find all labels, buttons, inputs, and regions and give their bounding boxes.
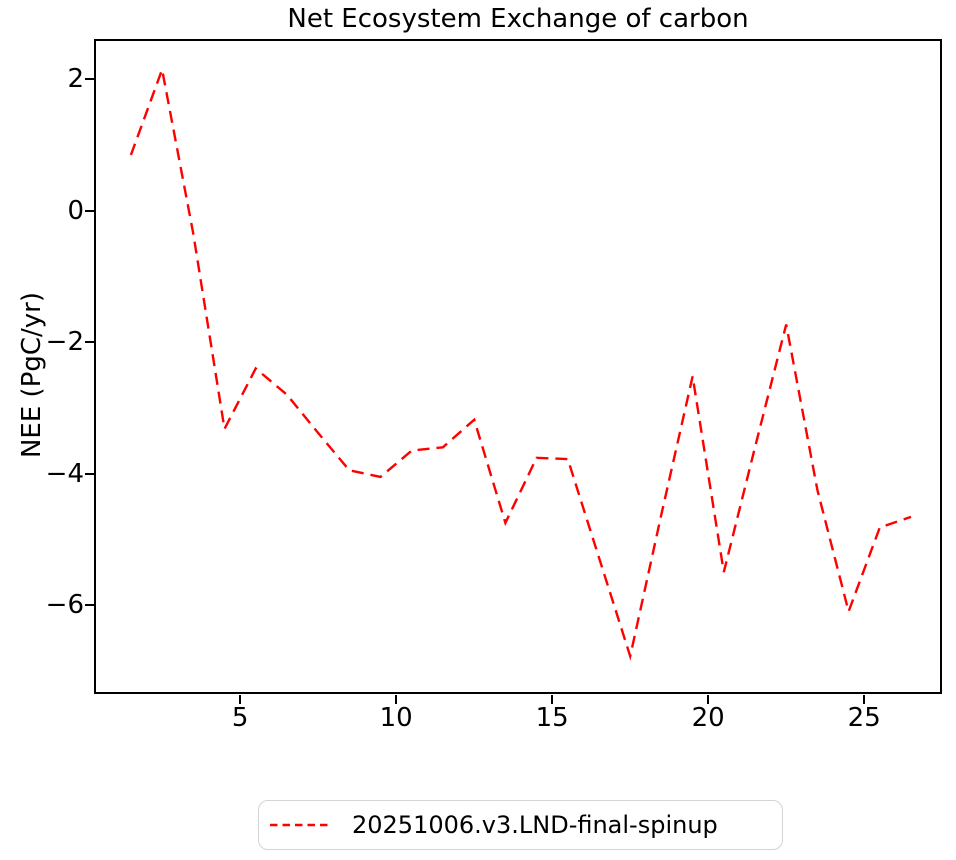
x-tick-label: 5	[231, 703, 249, 733]
y-tick-mark	[85, 78, 94, 81]
legend-label: 20251006.v3.LND-final-spinup	[352, 811, 718, 839]
x-tick-mark	[863, 695, 866, 704]
x-tick-mark	[707, 695, 710, 704]
y-tick-label: −6	[45, 589, 84, 620]
y-tick-label: −4	[45, 458, 84, 489]
y-axis-label: NEE (PgC/yr)	[17, 291, 47, 459]
x-tick-mark	[395, 695, 398, 704]
plot-area	[94, 39, 942, 694]
y-tick-mark	[85, 472, 94, 475]
legend: 20251006.v3.LND-final-spinup	[258, 800, 783, 850]
y-tick-mark	[85, 603, 94, 606]
x-tick-label: 25	[847, 703, 881, 733]
x-tick-mark	[551, 695, 554, 704]
y-tick-mark	[85, 341, 94, 344]
legend-dash-sample-icon	[270, 823, 328, 827]
nee-line	[129, 65, 912, 661]
y-tick-label: 2	[67, 64, 84, 95]
data-line-svg	[129, 65, 912, 661]
x-tick-label: 15	[535, 703, 569, 733]
y-tick-label: −2	[45, 327, 84, 358]
x-tick-label: 20	[691, 703, 725, 733]
chart-title: Net Ecosystem Exchange of carbon	[287, 4, 749, 34]
x-tick-label: 10	[379, 703, 413, 733]
y-tick-label: 0	[67, 195, 84, 226]
y-tick-mark	[85, 209, 94, 212]
x-tick-mark	[239, 695, 242, 704]
